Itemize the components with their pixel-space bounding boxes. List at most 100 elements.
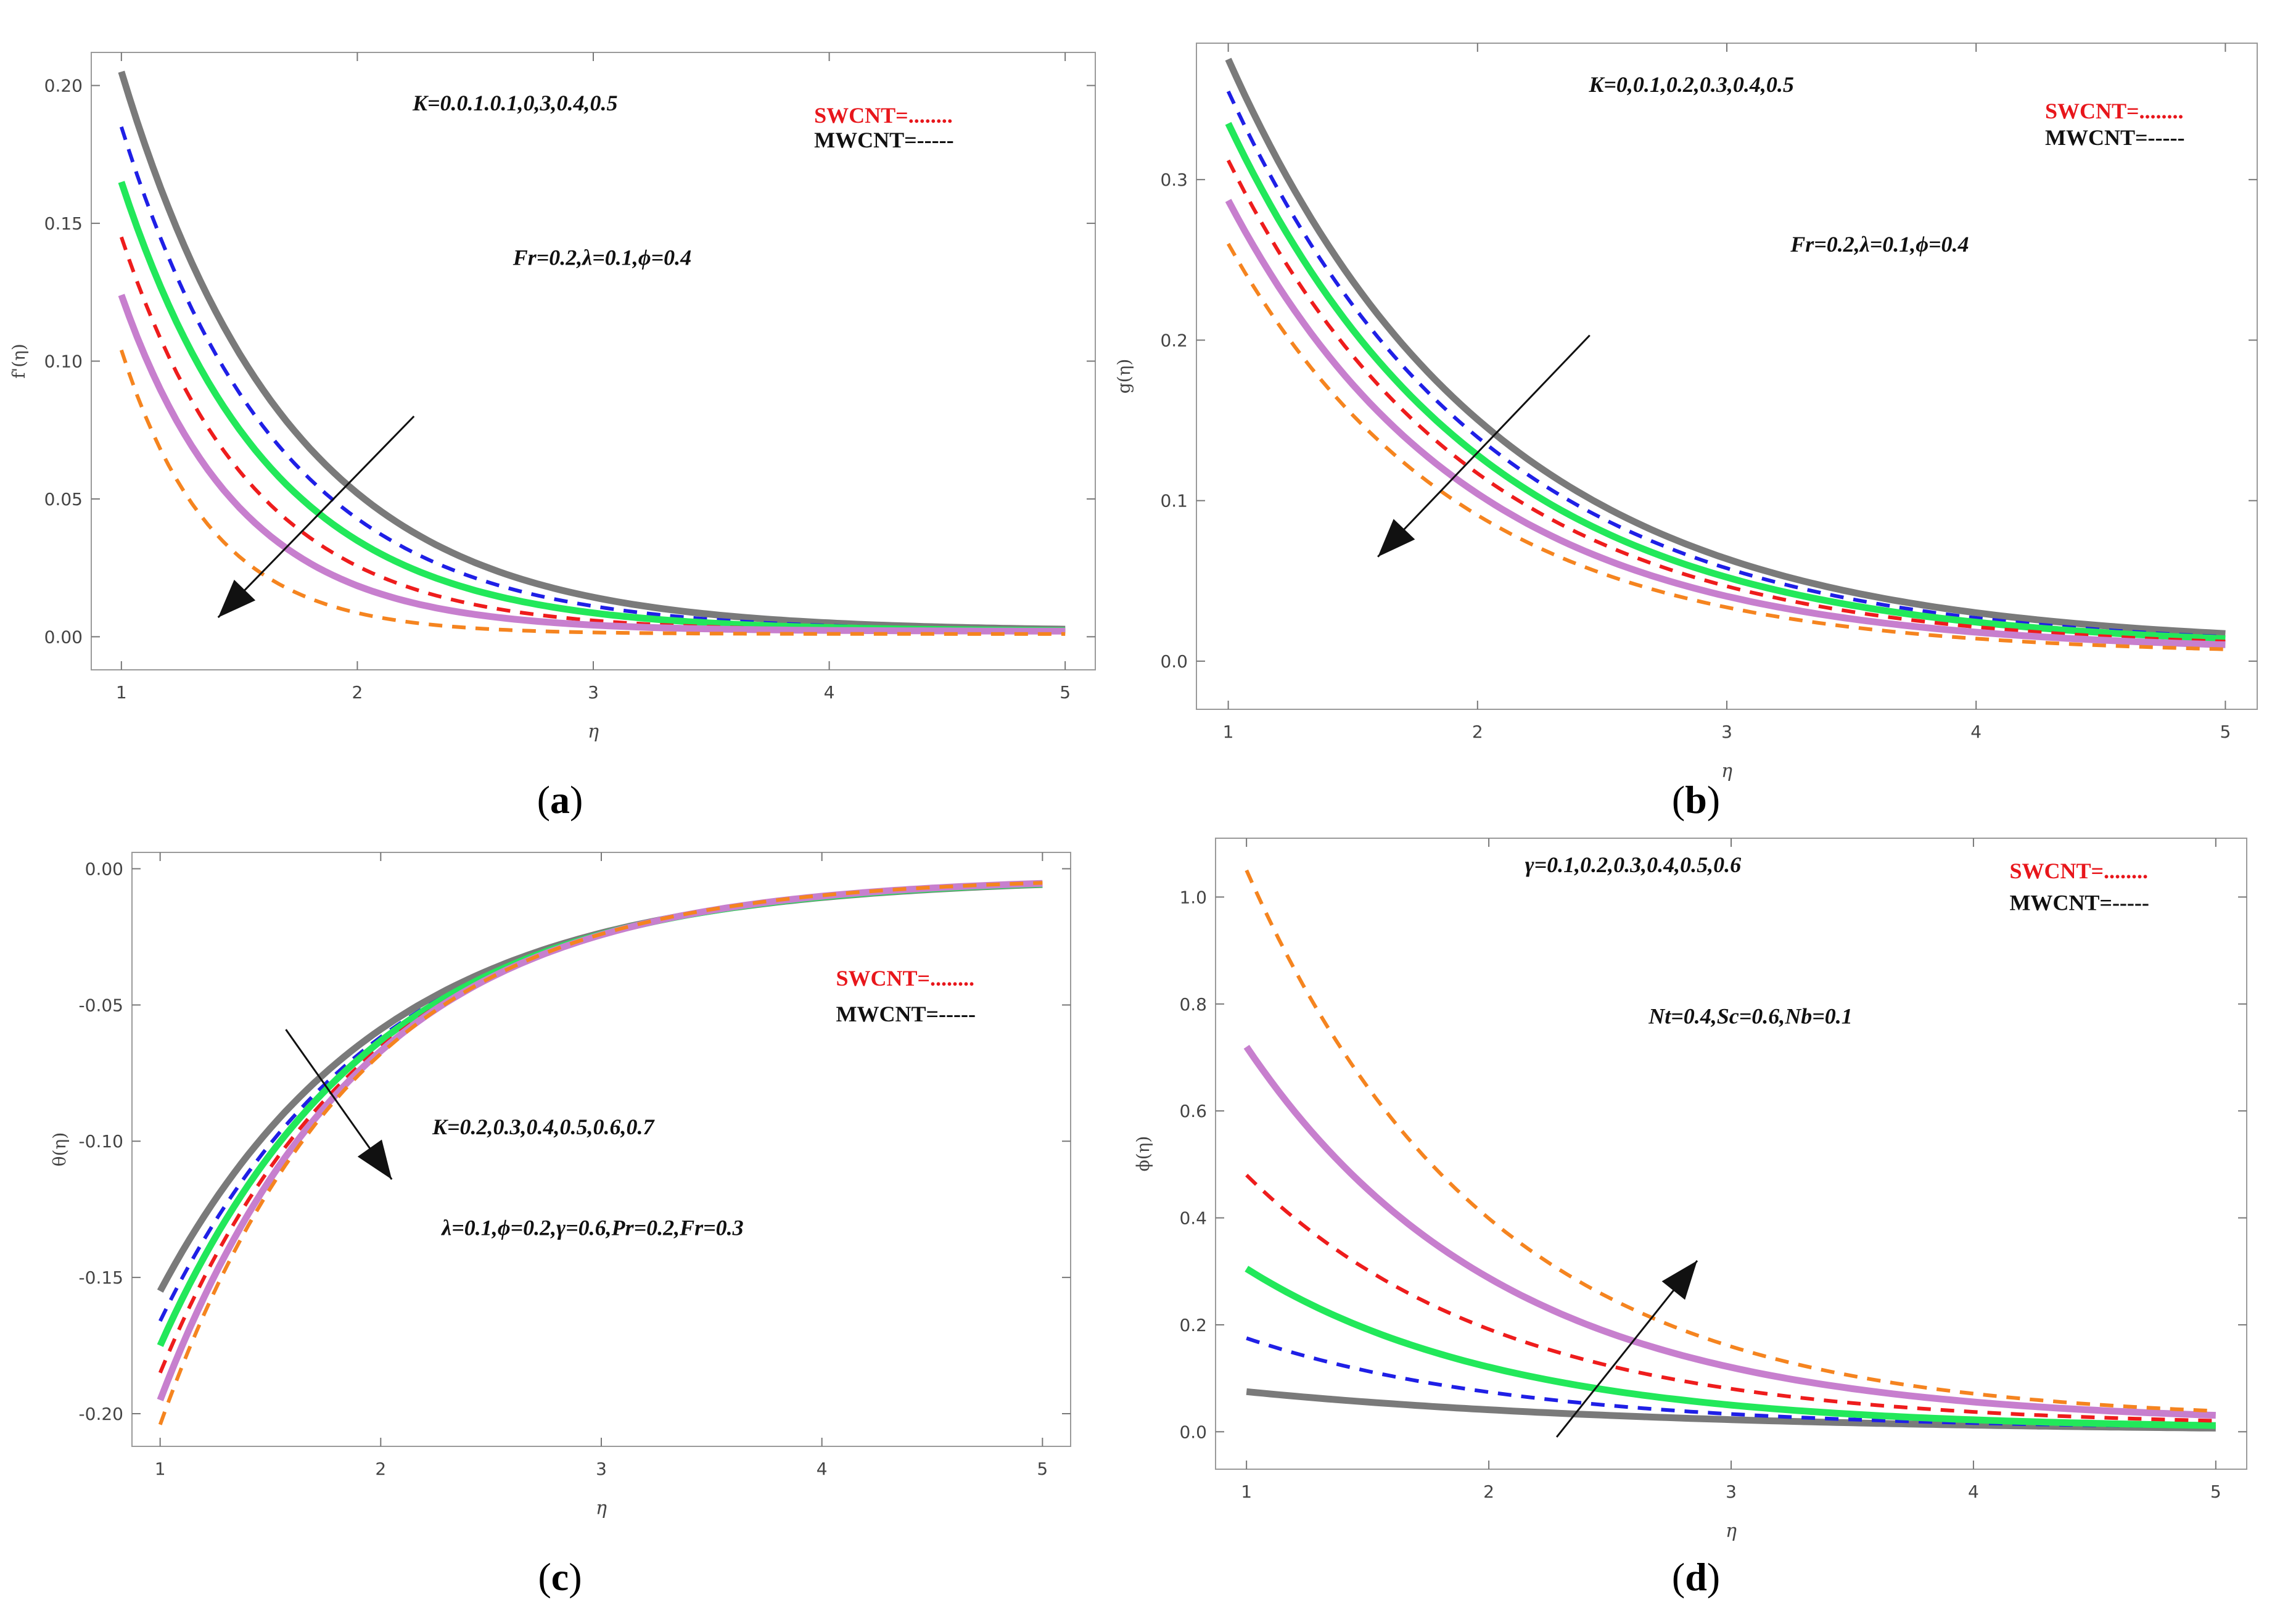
series-line-violet [1243, 1044, 2216, 1419]
mwcnt-legend: MWCNT=----- [2045, 125, 2184, 150]
y-tick-label: -0.20 [79, 1404, 123, 1424]
x-tick-label: 4 [824, 682, 835, 703]
series-line-gray [1225, 57, 2226, 637]
y-tick-label: 0.00 [85, 859, 123, 880]
x-tick-label: 4 [1968, 1482, 1979, 1502]
param-range-label: K=0.0.1.0.1,0,3,0.4,0.5 [412, 91, 618, 115]
swcnt-legend: SWCNT=........ [2009, 859, 2148, 883]
trend-arrow-head [1661, 1260, 1697, 1300]
series-line-orange [1226, 242, 2226, 651]
series-line-orange [1245, 869, 2216, 1413]
y-tick-label: 0.1 [1160, 491, 1188, 511]
caption-c: (c) [538, 1555, 582, 1599]
trend-arrow-head [1378, 519, 1415, 557]
mwcnt-legend: MWCNT=----- [2009, 890, 2149, 915]
series-line-orange [158, 881, 1043, 1425]
y-tick-label: 0.05 [44, 489, 83, 509]
x-tick-label: 2 [1472, 722, 1483, 742]
trend-arrow-head [357, 1139, 392, 1180]
fixed-params-label: Nt=0.4,Sc=0.6,Nb=0.1 [1648, 1004, 1853, 1028]
series-line-orange [119, 349, 1066, 636]
x-tick-label: 1 [116, 682, 127, 703]
x-tick-label: 3 [588, 682, 599, 703]
param-range-label: K=0.2,0.3,0.4,0.5,0.6,0.7 [432, 1115, 656, 1139]
x-tick-label: 4 [1970, 722, 1982, 742]
x-axis-label: η [1726, 1520, 1737, 1542]
chart-b: 1 2 3 4 5 0.0 0.1 0.2 0.3 η g(η) K=0,0.1,0.2,0.3,0.… [1114, 43, 2258, 782]
chart-d: 1 2 3 4 5 0.0 0.2 0.4 0.6 0.8 1.0 η ϕ(η) γ=0.1,0.2,0.… [1133, 838, 2247, 1542]
y-axis-label: f'(η) [9, 344, 29, 379]
mwcnt-legend: MWCNT=----- [836, 1002, 976, 1026]
x-tick-label: 1 [1223, 722, 1234, 742]
series-line-red [1226, 159, 2226, 644]
x-tick-label: 3 [1721, 722, 1732, 742]
x-tick-label: 2 [352, 682, 363, 703]
y-tick-label: 0.00 [44, 627, 83, 647]
swcnt-legend: SWCNT=........ [2045, 99, 2184, 123]
swcnt-legend: SWCNT=........ [814, 103, 953, 128]
y-axis-label: g(η) [1114, 359, 1134, 394]
chart-c: 1 2 3 4 5 0.00 -0.05 -0.10 -0.15 -0.20 η θ(η) K=0.2,… [49, 852, 1071, 1519]
y-tick-label: 0.20 [44, 76, 83, 96]
x-tick-label: 5 [2220, 722, 2231, 742]
series-line-green [1225, 122, 2226, 642]
trend-arrow [217, 415, 415, 619]
y-tick-label: -0.10 [79, 1131, 123, 1152]
fixed-params-label: Fr=0.2,λ=0.1,ϕ=0.4 [1790, 232, 1969, 257]
series-line-red [119, 236, 1066, 633]
x-tick-label: 2 [1483, 1482, 1494, 1502]
series-line-violet [118, 294, 1066, 635]
y-tick-label: 0.4 [1179, 1208, 1207, 1229]
series-line-violet [157, 880, 1043, 1401]
y-tick-label: 0.15 [44, 213, 83, 234]
series-line-blue [1226, 90, 2226, 639]
x-tick-label: 3 [596, 1459, 607, 1479]
param-range-label: K=0,0.1,0.2,0.3,0.4,0.5 [1588, 72, 1794, 97]
y-axis-label: ϕ(η) [1133, 1136, 1153, 1172]
x-tick-label: 5 [1060, 682, 1071, 703]
series-line-violet [1225, 199, 2226, 648]
chart-a: 1 2 3 4 5 0.00 0.05 0.10 0.15 0.20 η f'(η) K=0.0.1.0… [9, 52, 1096, 743]
trend-arrow [1377, 334, 1591, 558]
plot-frame [1215, 838, 2247, 1470]
x-tick-label: 1 [1241, 1482, 1252, 1502]
series-line-green [1245, 1266, 2216, 1429]
param-range-label: γ=0.1,0.2,0.3,0.4,0.5,0.6 [1525, 852, 1742, 877]
y-tick-label: 0.6 [1179, 1101, 1207, 1121]
y-tick-label: -0.05 [79, 995, 123, 1015]
caption-b: (b) [1671, 778, 1721, 822]
y-tick-label: 0.2 [1179, 1315, 1207, 1335]
y-tick-label: 0.0 [1179, 1422, 1207, 1442]
y-tick-label: 1.0 [1179, 887, 1207, 907]
x-axis-label: η [596, 1498, 607, 1519]
y-tick-label: 0.3 [1160, 170, 1188, 190]
mwcnt-legend: MWCNT=----- [814, 128, 953, 152]
caption-a: (a) [537, 778, 583, 822]
swcnt-legend: SWCNT=........ [836, 966, 975, 991]
y-tick-label: 0.8 [1179, 994, 1207, 1015]
series-line-gray [1246, 1388, 2216, 1432]
x-tick-label: 2 [375, 1459, 386, 1479]
y-axis-label: θ(η) [49, 1132, 70, 1166]
y-tick-label: 0.2 [1160, 330, 1188, 350]
trend-arrow-head [218, 579, 256, 618]
y-tick-label: 0.0 [1160, 651, 1188, 672]
series-line-blue [119, 126, 1066, 632]
y-tick-label: 0.10 [44, 352, 83, 372]
x-tick-label: 5 [2210, 1482, 2221, 1502]
y-tick-label: -0.15 [79, 1267, 123, 1288]
caption-d: (d) [1671, 1555, 1721, 1599]
fixed-params-label: λ=0.1,ϕ=0.2,γ=0.6,Pr=0.2,Fr=0.3 [440, 1216, 743, 1240]
series-line-gray [118, 70, 1066, 633]
fixed-params-label: Fr=0.2,λ=0.1,ϕ=0.4 [512, 245, 691, 270]
x-tick-label: 3 [1726, 1482, 1737, 1502]
x-tick-label: 1 [155, 1459, 166, 1479]
x-tick-label: 4 [817, 1459, 828, 1479]
series-line-blue [1246, 1336, 2216, 1428]
series-line-red [1245, 1174, 2216, 1423]
series-line-blue [158, 882, 1043, 1322]
x-axis-label: η [588, 721, 599, 743]
x-axis-label: η [1721, 760, 1732, 782]
